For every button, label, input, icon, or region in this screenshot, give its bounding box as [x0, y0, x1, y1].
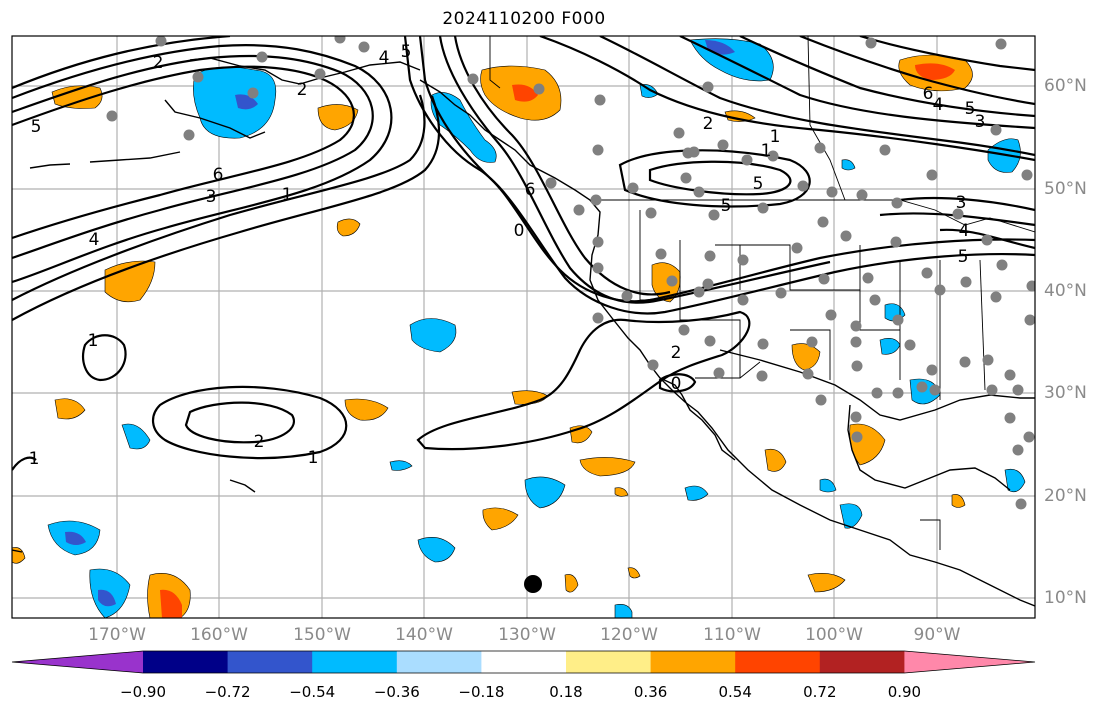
colorbar-outline: [11, 650, 1036, 674]
contour-label: 5: [31, 117, 42, 137]
contour-label: 1: [770, 127, 781, 147]
colorbar-segment: [735, 651, 821, 673]
map-background: [12, 36, 1035, 618]
longitude-label: 160°W: [190, 625, 248, 645]
colorbar-segment: [481, 651, 567, 673]
contour-label: 3: [975, 112, 986, 132]
colorbar: [11, 650, 1036, 674]
contour-label: 3: [206, 187, 217, 207]
latitude-label: 20°N: [1044, 486, 1087, 506]
colorbar-tick-label: −0.18: [458, 683, 505, 701]
colorbar-segment: [12, 651, 143, 673]
colorbar-segment: [227, 651, 313, 673]
contour-label: 2: [297, 80, 308, 100]
longitude-label: 120°W: [600, 625, 658, 645]
latitude-label: 40°N: [1044, 281, 1087, 301]
map-frame: [11, 35, 1036, 619]
longitude-label: 170°W: [88, 625, 146, 645]
contour-label: 2: [153, 53, 164, 73]
colorbar-segment: [312, 651, 398, 673]
colorbar-tick-label: −0.72: [204, 683, 251, 701]
contour-label: 5: [401, 42, 412, 62]
longitude-label: 140°W: [395, 625, 453, 645]
longitude-label: 110°W: [703, 625, 761, 645]
contour-label: 4: [959, 221, 970, 241]
political-borders: [489, 36, 1035, 550]
contour-label: 6: [923, 84, 934, 104]
contour-label: 4: [89, 230, 100, 250]
colorbar-segment: [566, 651, 652, 673]
colorbar-segment: [904, 651, 1035, 673]
contour-label: 5: [965, 99, 976, 119]
contour-label: 2: [254, 432, 265, 452]
colorbar-tick-label: 0.72: [803, 683, 837, 701]
colorbar-tick-label: −0.90: [120, 683, 166, 701]
longitude-label: 130°W: [498, 625, 556, 645]
contour-label: 0: [671, 374, 682, 394]
colorbar-segment: [143, 651, 229, 673]
map-title: 2024110200 F000: [442, 9, 606, 29]
colorbar-tick-label: 0.36: [633, 683, 668, 701]
coastlines: [12, 57, 1035, 607]
colorbar-tick-label: −0.54: [289, 683, 336, 701]
contour-label: 5: [721, 196, 732, 216]
contour-label: 6: [525, 180, 536, 200]
longitude-label: 150°W: [293, 625, 351, 645]
contour-label: 4: [379, 48, 390, 68]
contour-label: 5: [958, 247, 969, 267]
contour-label: 6: [213, 165, 224, 185]
colorbar-tick-label: −0.36: [373, 683, 420, 701]
contour-label: 1: [282, 185, 293, 205]
contour-label: 3: [956, 193, 967, 213]
storm-center-marker: [524, 575, 542, 593]
latitude-label: 10°N: [1044, 588, 1087, 608]
colorbar-tick-label: 0.18: [549, 683, 583, 701]
contour-label: 4: [933, 95, 944, 115]
longitude-label: 100°W: [805, 625, 863, 645]
colorbar-tick-label: 0.54: [718, 683, 752, 701]
contour-label: 0: [514, 221, 525, 241]
station-markers: [106, 36, 1035, 510]
latitude-label: 30°N: [1044, 383, 1087, 403]
contour-label: 1: [761, 141, 772, 161]
contour-label: 2: [703, 114, 714, 134]
colorbar-segment: [819, 651, 905, 673]
longitude-label: 90°W: [913, 625, 961, 645]
colorbar-tick-label: 0.90: [887, 683, 922, 701]
colorbar-segment: [396, 651, 482, 673]
contour-label: 5: [753, 174, 764, 194]
colorbar-segment: [650, 651, 736, 673]
contour-label: 1: [308, 448, 319, 468]
latitude-label: 50°N: [1044, 179, 1087, 199]
contour-label: 1: [29, 449, 40, 469]
contour-label: 1: [88, 331, 99, 351]
latitude-label: 60°N: [1044, 76, 1087, 96]
contour-label: 2: [671, 343, 682, 363]
